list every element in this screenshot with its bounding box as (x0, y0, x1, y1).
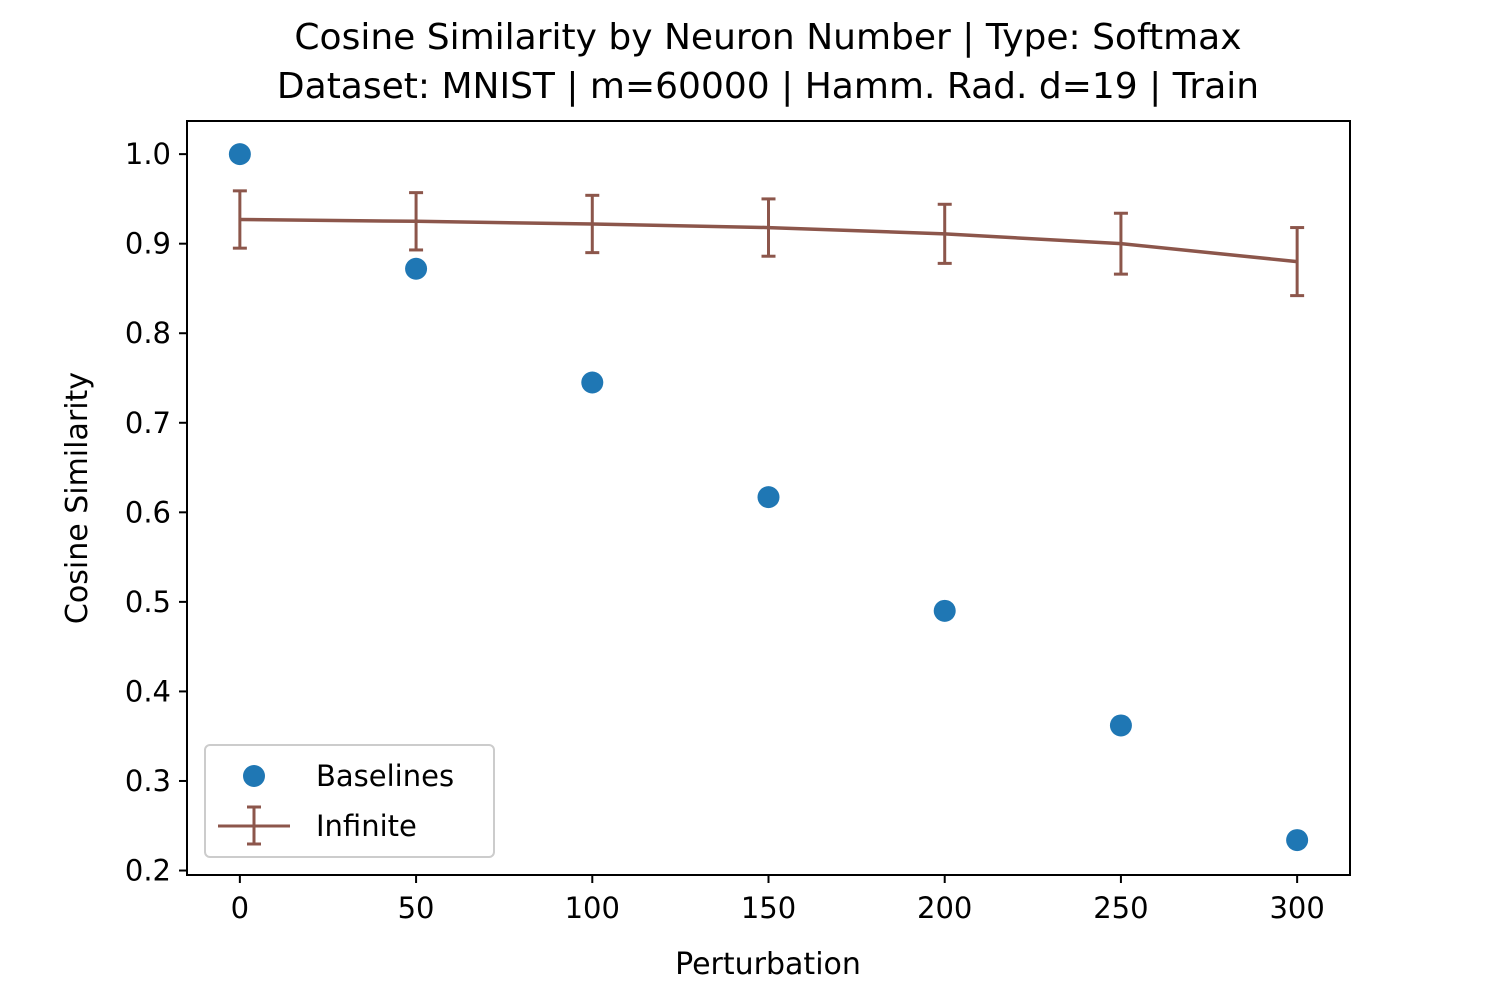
infinite-errorbar (232, 189, 247, 250)
y-tick-label: 0.2 (125, 854, 171, 888)
chart-title-line-2: Dataset: MNIST | m=60000 | Hamm. Rad. d=… (277, 66, 1259, 107)
y-tick-label: 0.8 (125, 316, 171, 350)
legend-baselines-marker (243, 765, 265, 787)
x-tick-label: 150 (741, 891, 796, 925)
legend-baselines-label: Baselines (316, 759, 454, 793)
y-axis-label: Cosine Similarity (60, 372, 95, 624)
baselines-point (405, 257, 428, 280)
y-tick-label: 0.4 (125, 674, 171, 708)
infinite-errorbar (1290, 226, 1305, 298)
y-axis-ticks: 0.2 0.3 0.4 0.5 0.6 0.7 0.8 0.9 1.0 (125, 137, 187, 888)
y-tick-label: 0.5 (125, 585, 171, 619)
baselines-point (933, 599, 956, 622)
legend-infinite-label: Infinite (316, 809, 417, 843)
legend-box (204, 744, 495, 858)
y-tick-label: 0.3 (125, 764, 171, 798)
x-tick-label: 50 (398, 891, 435, 925)
infinite-errorbar (409, 191, 424, 252)
baselines-point (757, 486, 780, 509)
y-tick-label: 0.7 (125, 406, 171, 440)
x-tick-label: 300 (1269, 891, 1324, 925)
baselines-point (1286, 829, 1309, 852)
x-axis-ticks: 0 50 100 150 200 250 300 (231, 875, 1325, 925)
x-tick-label: 100 (565, 891, 620, 925)
baselines-point (228, 143, 251, 166)
y-tick-label: 0.6 (125, 495, 171, 529)
baselines-point (1109, 714, 1132, 737)
infinite-errorbar (761, 197, 776, 258)
infinite-errorbar (937, 202, 952, 265)
infinite-errorbar (1113, 211, 1128, 276)
x-tick-label: 250 (1093, 891, 1148, 925)
plot-marks (228, 143, 1309, 852)
baselines-point (581, 371, 604, 394)
x-tick-label: 200 (917, 891, 972, 925)
chart-title-line-1: Cosine Similarity by Neuron Number | Typ… (294, 17, 1241, 58)
legend: Baselines Infinite (204, 744, 495, 858)
y-tick-label: 0.9 (125, 227, 171, 261)
x-tick-label: 0 (231, 891, 249, 925)
infinite-errorbar (585, 193, 600, 255)
y-tick-label: 1.0 (125, 137, 171, 171)
x-axis-label: Perturbation (675, 947, 861, 982)
